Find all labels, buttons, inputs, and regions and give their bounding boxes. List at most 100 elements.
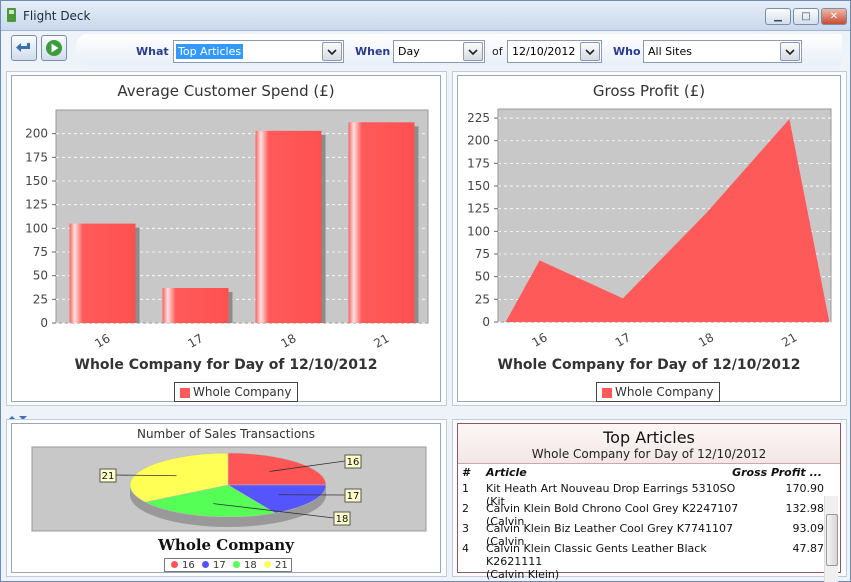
table-row[interactable]: 4 Calvin Klein Classic Gents Leather Bla… xyxy=(462,542,828,581)
top-articles-frame: Top Articles Whole Company for Day of 12… xyxy=(452,419,847,582)
pie-label-box xyxy=(99,468,117,483)
who-select[interactable]: All Sites xyxy=(643,40,802,63)
y-tick-label: 75 xyxy=(33,245,48,259)
what-select[interactable]: Top Articles xyxy=(173,40,344,63)
of-label: of xyxy=(492,45,503,58)
x-tick-label: 21 xyxy=(779,330,799,350)
play-icon xyxy=(46,40,62,56)
x-tick-label: 21 xyxy=(371,331,391,351)
legend-item-21: 21 xyxy=(264,560,288,571)
column-header-article[interactable]: Article xyxy=(486,466,527,479)
chevron-down-icon[interactable] xyxy=(780,42,800,61)
table-row[interactable]: 1 Kit Heath Art Nouveau Drop Earrings 53… xyxy=(462,482,828,508)
y-tick-label: 100 xyxy=(25,221,48,235)
row-profit: 47.87 xyxy=(792,542,825,555)
spend-chart-caption: Whole Company for Day of 12/10/2012 xyxy=(74,357,378,373)
who-value: All Sites xyxy=(648,45,692,58)
row-profit: 132.98 xyxy=(785,502,825,515)
pie-label: 18 xyxy=(336,514,349,525)
top-articles-table: # Article Gross Profit ... 1 Kit Heath A… xyxy=(462,466,828,581)
profit-chart-title: Gross Profit (£) xyxy=(592,82,706,100)
pie-leader-line xyxy=(269,460,346,472)
y-tick-label: 200 xyxy=(25,127,48,141)
back-arrow-icon xyxy=(16,43,30,52)
back-button[interactable] xyxy=(11,35,37,61)
y-tick-label: 75 xyxy=(475,247,490,261)
maximize-button[interactable]: □ xyxy=(793,8,819,25)
transactions-chart-frame: Number of Sales Transactions 16 17 18 21 Wh… xyxy=(6,419,447,577)
profit-legend: Whole Company xyxy=(596,382,721,402)
close-button[interactable]: ✕ xyxy=(821,8,847,25)
x-tick-label: 17 xyxy=(613,330,633,350)
pie-label-box xyxy=(344,454,362,469)
when-select[interactable]: Day xyxy=(393,40,485,63)
when-label: When xyxy=(355,45,391,58)
spend-bar-chart: 0 25 50 75 100 125 150 175 200 16 17 18 21 xyxy=(25,109,429,351)
chevron-down-icon[interactable] xyxy=(463,42,483,61)
row-profit: 170.90 xyxy=(785,482,825,495)
table-header: # Article Gross Profit ... xyxy=(462,466,828,482)
row-article-line2: (Calvin Klein) xyxy=(486,568,560,581)
scrollbar-thumb[interactable] xyxy=(826,514,838,566)
who-label: Who xyxy=(613,45,641,58)
profit-area-chart: 0 25 50 75 100 125 150 175 200 225 16 17 18 21 xyxy=(467,108,832,350)
pie-label: 17 xyxy=(347,491,360,502)
legend-dot xyxy=(264,561,271,568)
y-tick-label: 50 xyxy=(33,269,48,283)
transactions-chart-title: Number of Sales Transactions xyxy=(136,427,316,441)
column-header-gross-profit[interactable]: Gross Profit ... xyxy=(732,466,822,479)
row-article-line1: Calvin Klein Classic Gents Leather Black… xyxy=(486,542,707,568)
what-label: What xyxy=(136,45,169,58)
vertical-scrollbar[interactable] xyxy=(824,496,838,582)
horizontal-splitter[interactable] xyxy=(6,407,846,420)
y-tick-label: 150 xyxy=(25,174,48,188)
app-icon xyxy=(7,8,16,22)
bar-17 xyxy=(162,287,229,323)
y-tick-label: 150 xyxy=(467,179,490,193)
top-articles-header: Top Articles Whole Company for Day of 12… xyxy=(458,424,840,464)
date-picker[interactable]: 12/10/2012 xyxy=(507,40,602,63)
y-tick-label: 125 xyxy=(25,198,48,212)
table-row[interactable]: 2 Calvin Klein Bold Chrono Cool Grey K22… xyxy=(462,502,828,528)
y-tick-label: 125 xyxy=(467,202,490,216)
row-article: Calvin Klein Biz Leather Cool Grey K7741… xyxy=(486,522,733,548)
pie-leader-line xyxy=(113,474,177,477)
legend-label: 17 xyxy=(213,560,226,571)
title-bar: Flight Deck ▁ □ ✕ xyxy=(1,1,850,31)
legend-item-18: 18 xyxy=(233,560,257,571)
table-row[interactable]: 3 Calvin Klein Biz Leather Cool Grey K77… xyxy=(462,522,828,548)
toolbar: What Top Articles When Day of 12/10/2012 xyxy=(6,33,846,67)
column-header-number[interactable]: # xyxy=(462,466,470,479)
legend-dot xyxy=(202,561,209,568)
profit-chart-frame: Gross Profit (£) 0 25 50 75 100 125 150 175 200 2… xyxy=(452,71,847,406)
transactions-chart-panel: Number of Sales Transactions 16 17 18 21 Wh… xyxy=(11,423,441,573)
y-tick-label: 25 xyxy=(475,292,490,306)
profit-legend-label: Whole Company xyxy=(615,385,714,399)
bar-16 xyxy=(69,223,136,323)
row-article: Calvin Klein Bold Chrono Cool Grey K2247… xyxy=(486,502,739,528)
x-tick-label: 17 xyxy=(185,331,205,351)
transactions-legend: 16 17 18 21 xyxy=(164,558,292,572)
row-profit: 93.09 xyxy=(792,522,825,535)
x-tick-label: 18 xyxy=(278,331,298,351)
pie-label-box xyxy=(344,488,362,503)
minimize-button[interactable]: ▁ xyxy=(765,8,791,25)
spend-chart-panel: Average Customer Spend (£) 0 25 50 75 100 125… xyxy=(11,75,441,402)
legend-label: 18 xyxy=(244,560,257,571)
chevron-down-icon[interactable] xyxy=(580,42,600,61)
y-tick-label: 25 xyxy=(33,292,48,306)
chevron-down-icon[interactable] xyxy=(322,42,342,61)
profit-chart-caption: Whole Company for Day of 12/10/2012 xyxy=(497,357,801,373)
profit-chart-panel: Gross Profit (£) 0 25 50 75 100 125 150 175 200 2… xyxy=(457,75,841,402)
x-tick-label: 16 xyxy=(92,331,112,351)
y-tick-label: 50 xyxy=(475,270,490,284)
play-button[interactable] xyxy=(41,35,67,61)
legend-dot xyxy=(233,561,240,568)
row-number: 1 xyxy=(462,482,469,495)
row-article: Kit Heath Art Nouveau Drop Earrings 5310… xyxy=(486,482,736,508)
date-value: 12/10/2012 xyxy=(512,45,576,58)
top-articles-panel: Top Articles Whole Company for Day of 12… xyxy=(457,423,841,582)
y-tick-label: 225 xyxy=(467,111,490,125)
y-tick-label: 175 xyxy=(467,156,490,170)
